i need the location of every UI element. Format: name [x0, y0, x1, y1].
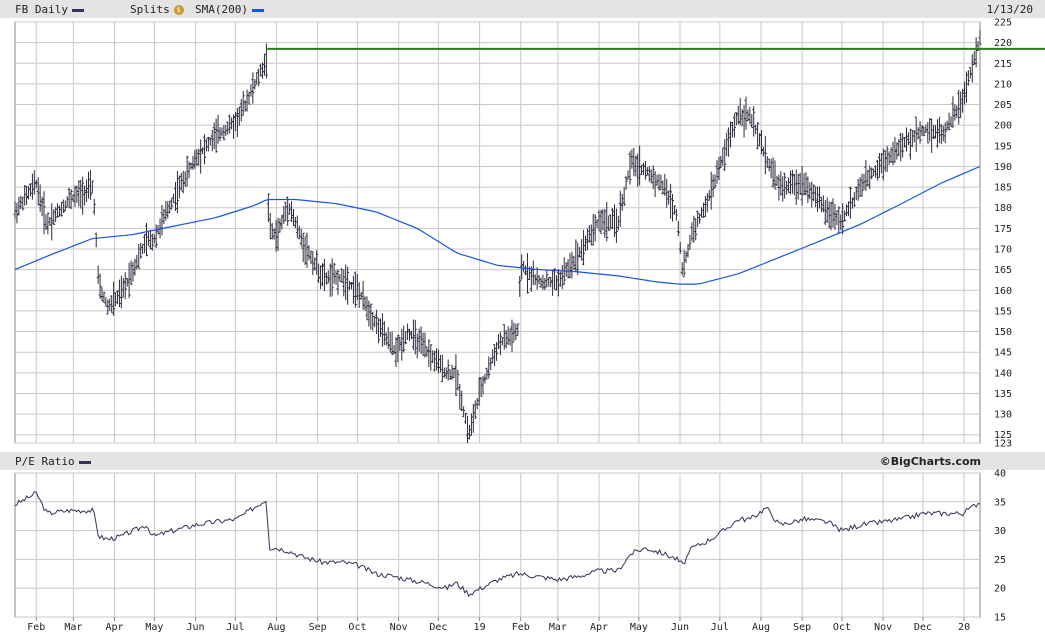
x-tick-label: Oct [833, 622, 851, 633]
sma-label: SMA(200) [195, 3, 248, 16]
x-tick-label: Sep [309, 622, 327, 633]
x-tick-label: Aug [752, 622, 770, 633]
price-tick-label: 180 [994, 203, 1012, 214]
price-tick-label: 225 [994, 18, 1012, 29]
x-tick-label: Nov [390, 622, 408, 633]
sma-swatch [251, 8, 264, 12]
x-tick-label: Jul [711, 622, 729, 633]
x-tick-label: Feb [27, 622, 45, 633]
x-tick-label: Apr [590, 622, 608, 633]
pe-tick-label: 20 [994, 584, 1006, 595]
pe-tick-label: 30 [994, 526, 1006, 537]
brand-label: ©BigCharts.com [879, 455, 981, 468]
sma-legend: SMA(200) [195, 3, 264, 16]
price-tick-label: 123 [994, 439, 1012, 450]
price-tick-label: 170 [994, 245, 1012, 256]
x-tick-label: Dec [914, 622, 932, 633]
chart-date: 1/13/20 [986, 3, 1033, 16]
x-tick-label: Mar [64, 622, 82, 633]
x-tick-label: Jun [671, 622, 689, 633]
price-tick-label: 160 [994, 286, 1012, 297]
dollar-icon: $ [173, 5, 184, 15]
pe-line [14, 491, 981, 598]
x-tick-label: Aug [267, 622, 285, 633]
pe-tick-label: 15 [994, 613, 1006, 624]
x-tick-label: May [630, 622, 648, 633]
x-tick-label: 20 [958, 622, 970, 633]
x-axis: Feb Mar Apr May Jun Jul Aug Sep Oct Nov Dec 19 Feb Ma… [27, 617, 970, 633]
pe-tick-label: 35 [994, 497, 1006, 508]
price-tick-label: 125 [994, 430, 1012, 441]
x-tick-label: May [145, 622, 163, 633]
splits-label: Splits [130, 3, 170, 16]
price-tick-label: 220 [994, 38, 1012, 49]
price-tick-label: 165 [994, 265, 1012, 276]
x-tick-label: Oct [348, 622, 366, 633]
x-tick-label: Jun [186, 622, 204, 633]
price-tick-label: 145 [994, 348, 1012, 359]
pe-plot-frame [14, 472, 981, 618]
pe-tick-label: 25 [994, 555, 1006, 566]
x-tick-label: Mar [549, 622, 567, 633]
price-tick-label: 155 [994, 306, 1012, 317]
price-tick-label: 175 [994, 224, 1012, 235]
symbol-legend: FB Daily [15, 3, 84, 16]
price-tick-label: 200 [994, 121, 1012, 132]
pe-swatch [78, 460, 91, 464]
x-tick-label: Apr [106, 622, 124, 633]
pe-label: P/E Ratio [15, 455, 75, 468]
x-tick-label: Jul [226, 622, 244, 633]
price-tick-label: 130 [994, 410, 1012, 421]
x-tick-label: Nov [874, 622, 892, 633]
splits-legend: Splits $ [130, 3, 184, 16]
price-tick-label: 190 [994, 162, 1012, 173]
pe-chart-header: P/E Ratio [0, 452, 1045, 470]
sma-line [14, 165, 981, 285]
x-tick-label: 19 [474, 622, 486, 633]
symbol-swatch [71, 8, 84, 12]
price-tick-label: 135 [994, 389, 1012, 400]
price-tick-label: 215 [994, 59, 1012, 70]
symbol-label: FB Daily [15, 3, 68, 16]
price-tick-label: 185 [994, 183, 1012, 194]
price-tick-label: 140 [994, 368, 1012, 379]
price-tick-label: 150 [994, 327, 1012, 338]
x-tick-label: Feb [512, 622, 530, 633]
pe-legend: P/E Ratio [15, 455, 91, 468]
price-tick-label: 195 [994, 141, 1012, 152]
price-tick-label: 210 [994, 79, 1012, 90]
x-tick-label: Dec [429, 622, 447, 633]
price-chart-header: FB Daily Splits $ SMA(200) 1/13/20 [0, 0, 1045, 18]
pe-plot: 15 20 25 30 35 40 [14, 469, 1006, 624]
price-tick-label: 205 [994, 100, 1012, 111]
x-tick-label: Sep [793, 622, 811, 633]
pe-tick-label: 40 [994, 469, 1006, 480]
